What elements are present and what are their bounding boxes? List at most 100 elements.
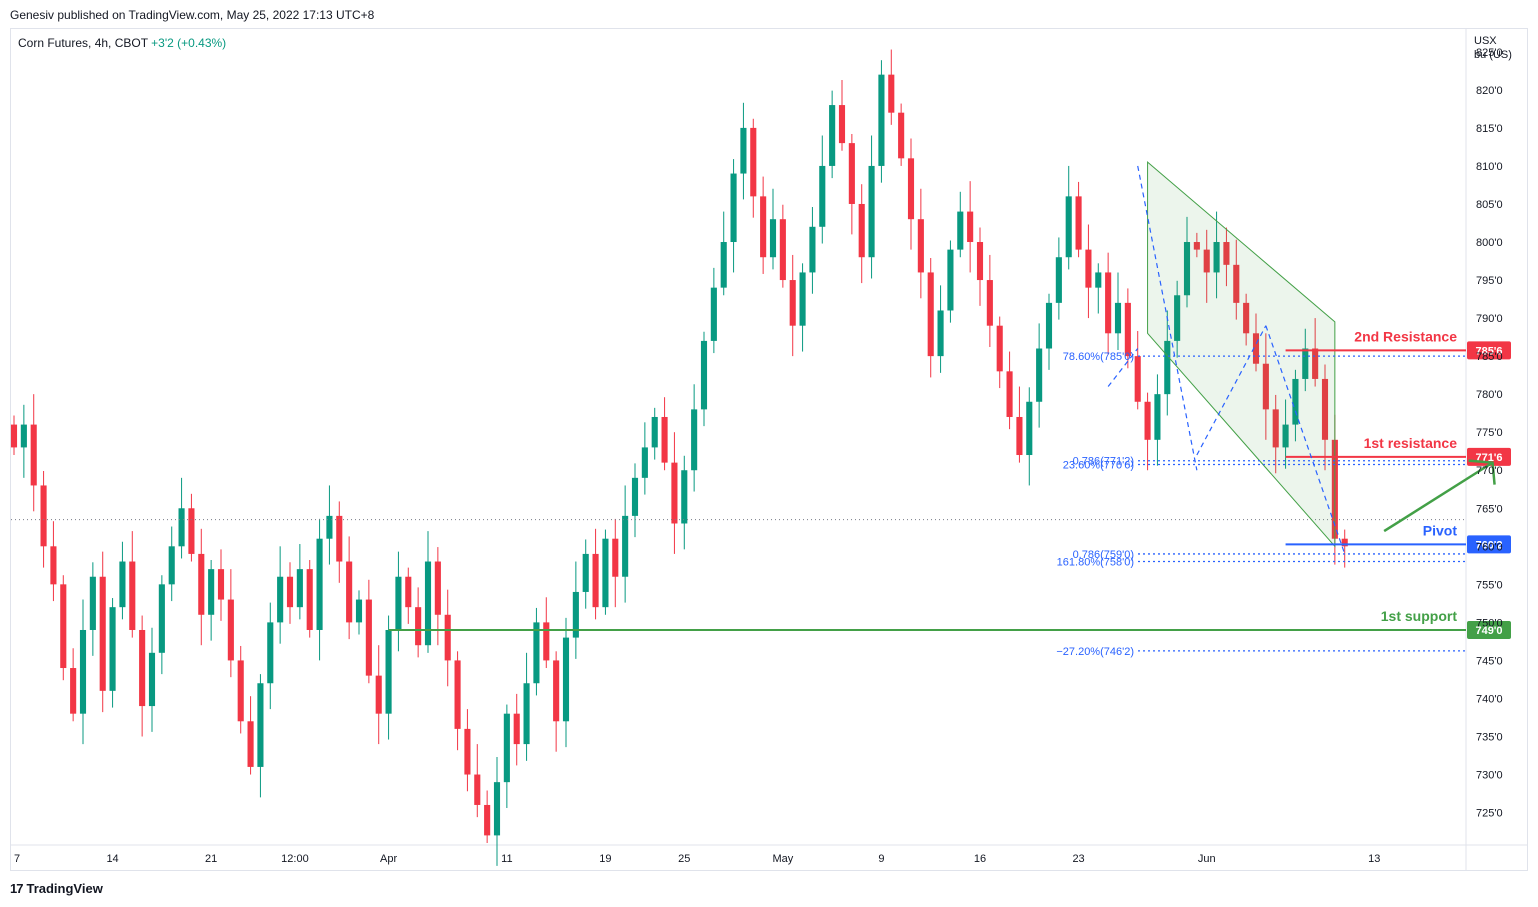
candle (257, 674, 264, 798)
fib-level-label: 78.60%(785'0) (1063, 351, 1134, 363)
time-tick-label: May (772, 853, 793, 865)
candle (1124, 288, 1131, 369)
candle-body (60, 584, 67, 669)
candle-body (582, 553, 589, 592)
time-tick-label: Jun (1198, 853, 1216, 865)
candle (602, 529, 609, 615)
candle (976, 227, 984, 306)
candle (208, 560, 215, 641)
candle (937, 285, 944, 373)
candle-body (1292, 378, 1299, 425)
candle-body (415, 607, 422, 646)
candle (671, 432, 678, 554)
candle-body (562, 637, 570, 722)
candle (691, 384, 698, 492)
candle-body (148, 652, 156, 707)
candle-body (178, 508, 185, 547)
fib-level-label: 0.786(771'2) (1073, 456, 1134, 468)
projection-arrow-head (1468, 459, 1496, 485)
candle-body (917, 219, 924, 273)
tradingview-logo[interactable]: 17 TradingView (10, 881, 103, 896)
candle-body (237, 660, 244, 722)
candle (99, 551, 106, 713)
candle-body (1341, 538, 1348, 547)
candle (296, 544, 303, 620)
candle (1114, 272, 1122, 351)
candle (1312, 318, 1319, 387)
candle (385, 615, 392, 740)
candle (681, 455, 688, 550)
candle (553, 651, 560, 752)
candle-body (306, 569, 313, 630)
candle (79, 599, 87, 745)
candle (1134, 331, 1141, 410)
candle-body (198, 553, 205, 615)
candle (888, 49, 895, 125)
candle-body (858, 203, 865, 258)
candle-body (760, 196, 767, 258)
candle (631, 463, 639, 538)
candle (1164, 310, 1171, 416)
candle (10, 415, 18, 456)
candle-body (395, 576, 402, 630)
candle-body (602, 538, 609, 608)
candle (760, 176, 767, 274)
candle (799, 263, 806, 352)
candle (513, 693, 520, 766)
candle (720, 211, 727, 296)
candle (927, 257, 934, 378)
fib-level-label: 23.60%(770'6) (1063, 460, 1134, 472)
candle (1016, 386, 1023, 463)
price-tag (1467, 535, 1511, 554)
time-tick-label: 9 (878, 853, 884, 865)
candle-body (89, 576, 96, 630)
candle (1036, 323, 1043, 428)
candle-body (1302, 348, 1309, 379)
price-tick-label: 800'0 (1476, 237, 1503, 249)
candle-body (1203, 249, 1210, 273)
candle-body (1193, 242, 1200, 250)
candle-body (1006, 371, 1013, 417)
candle (109, 598, 116, 708)
candle-body (188, 508, 195, 554)
candle-body (129, 561, 136, 630)
candle-body (1016, 416, 1023, 456)
candle (651, 407, 658, 460)
price-tag-text: 749'0 (1475, 625, 1502, 637)
candle (1065, 165, 1072, 270)
candle (1272, 394, 1279, 474)
candle-body (454, 660, 461, 729)
candle (947, 240, 954, 323)
candle (543, 597, 550, 669)
candle (168, 526, 175, 602)
candle (395, 551, 402, 652)
price-change: +3'2 (+0.43%) (151, 36, 227, 50)
candle-body (1075, 196, 1082, 250)
candle-body (444, 614, 451, 661)
candle-body (769, 219, 777, 258)
candle-body (247, 721, 254, 767)
chart-frame[interactable] (10, 28, 1528, 871)
candle-body (493, 782, 501, 836)
candle (1095, 263, 1102, 314)
descending-channel[interactable] (1147, 161, 1336, 548)
candle (237, 645, 244, 734)
price-tick-label: 780'0 (1476, 389, 1503, 401)
candle (700, 331, 708, 427)
candle-body (99, 576, 106, 691)
candle-body (503, 713, 510, 783)
candle-body (119, 561, 126, 608)
candle (139, 615, 146, 737)
price-tick-label: 820'0 (1476, 85, 1503, 97)
candle-body (375, 675, 382, 714)
fib-level-label: −27.20%(746'2) (1056, 646, 1134, 658)
candle-body (79, 629, 87, 714)
price-tick-label: 760'0 (1476, 541, 1503, 553)
candle (819, 135, 826, 244)
candle (1243, 293, 1250, 346)
candle-body (710, 287, 717, 341)
candle (474, 744, 481, 818)
pattern-leg (1137, 165, 1198, 471)
candle (503, 704, 510, 809)
